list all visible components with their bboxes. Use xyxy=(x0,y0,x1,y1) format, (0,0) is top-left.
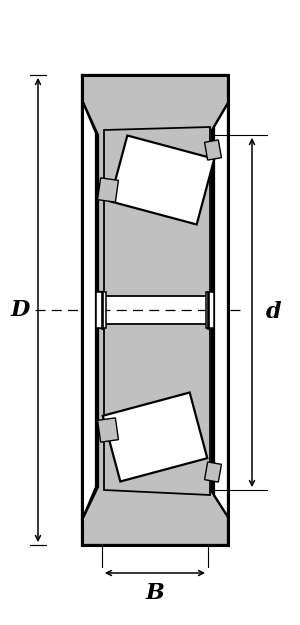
Polygon shape xyxy=(96,292,106,328)
Polygon shape xyxy=(103,392,207,481)
Polygon shape xyxy=(82,75,228,292)
Polygon shape xyxy=(205,140,221,160)
Polygon shape xyxy=(214,103,228,517)
Polygon shape xyxy=(206,292,214,328)
Polygon shape xyxy=(104,324,210,495)
Text: B: B xyxy=(146,582,164,604)
Text: D: D xyxy=(11,299,30,321)
Polygon shape xyxy=(82,328,228,545)
Polygon shape xyxy=(82,100,96,520)
Text: d: d xyxy=(266,301,282,324)
Polygon shape xyxy=(205,462,221,482)
Polygon shape xyxy=(98,418,118,442)
Polygon shape xyxy=(110,136,214,224)
Polygon shape xyxy=(98,178,118,202)
Polygon shape xyxy=(104,127,210,296)
